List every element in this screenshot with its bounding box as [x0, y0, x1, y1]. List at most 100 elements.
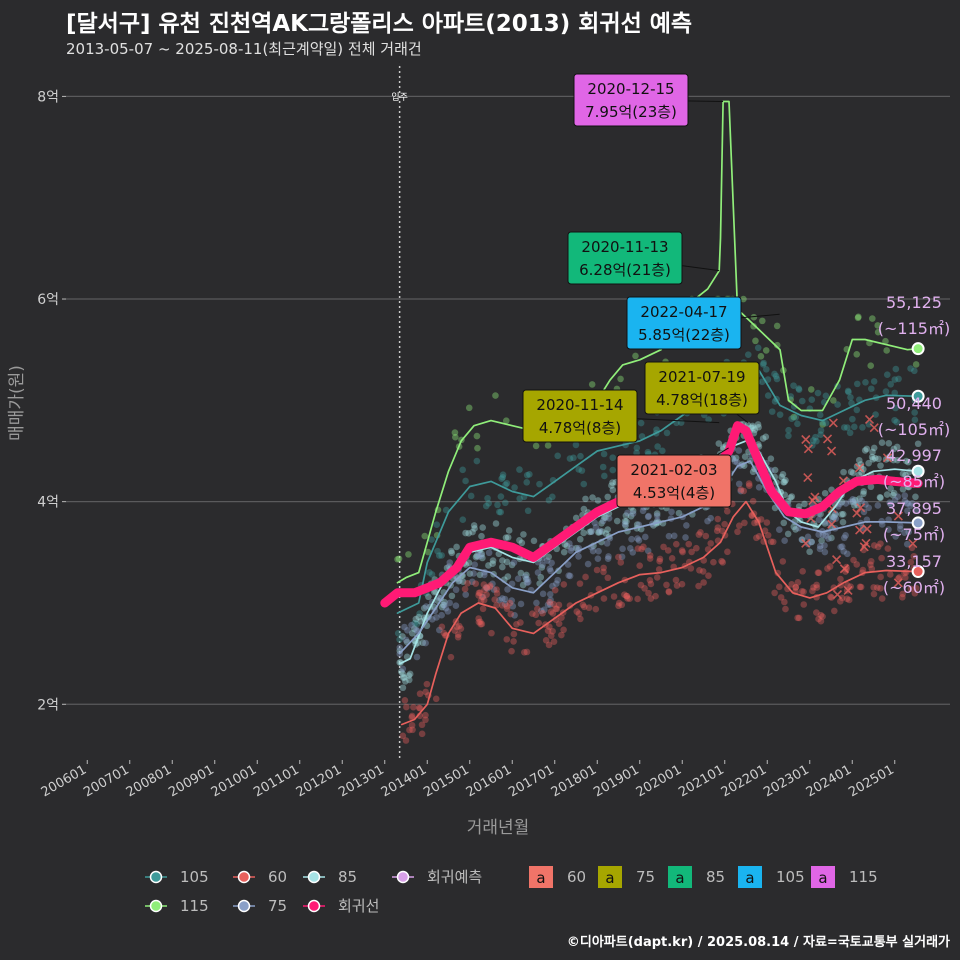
- transaction-point: [882, 337, 889, 345]
- legend-item-105: 105: [145, 868, 209, 886]
- transaction-point: [470, 522, 478, 529]
- transaction-point: [832, 511, 839, 518]
- annotation-date: 2021-02-03: [630, 461, 717, 479]
- transaction-point: [524, 578, 532, 586]
- transaction-point: [907, 558, 915, 566]
- transaction-point: [621, 520, 629, 528]
- transaction-point: [700, 579, 707, 586]
- transaction-point: [622, 512, 630, 519]
- transaction-point: [886, 571, 894, 578]
- transaction-point: [533, 599, 540, 607]
- transaction-point: [696, 567, 703, 574]
- transaction-point: [565, 572, 573, 579]
- transaction-point: [618, 601, 626, 609]
- transaction-point: [795, 503, 803, 510]
- transaction-point: [517, 619, 524, 626]
- transaction-point: [629, 549, 637, 556]
- transaction-point: [572, 514, 580, 522]
- transaction-point: [732, 454, 740, 462]
- transaction-point: [886, 499, 894, 507]
- transaction-point: [501, 595, 509, 603]
- legend-swatch-dot: [149, 899, 163, 913]
- transaction-point: [885, 526, 892, 533]
- legend-box-letter: a: [745, 869, 754, 887]
- transaction-point: [454, 633, 462, 641]
- transaction-point: [464, 579, 471, 587]
- transaction-point: [679, 548, 686, 556]
- transaction-point: [506, 599, 514, 607]
- transaction-point: [845, 388, 852, 396]
- transaction-point: [772, 372, 780, 380]
- transaction-point: [524, 575, 531, 583]
- transaction-point: [781, 478, 788, 486]
- transaction-point: [912, 361, 920, 368]
- transaction-point: [749, 497, 757, 505]
- transaction-point: [425, 593, 432, 601]
- transaction-point: [857, 461, 865, 468]
- transaction-point: [566, 540, 573, 547]
- transaction-point: [719, 559, 727, 566]
- transaction-point: [644, 513, 652, 521]
- annotation-date: 2020-12-15: [587, 80, 674, 98]
- transaction-point: [635, 537, 643, 544]
- transaction-point: [737, 486, 745, 493]
- transaction-point: [603, 540, 611, 547]
- transaction-point: [593, 566, 601, 574]
- x-tick-label: 201501: [421, 762, 471, 800]
- transaction-point: [523, 471, 531, 479]
- transaction-point: [473, 552, 481, 560]
- transaction-point: [532, 442, 540, 450]
- end-label-value: 42,997: [886, 446, 942, 465]
- transaction-point: [899, 590, 907, 598]
- forecast-point: [803, 473, 813, 483]
- chart-title: [달서구] 유천 진천역AK그랑폴리스 아파트(2013) 회귀선 예측: [66, 11, 693, 37]
- transaction-point: [672, 540, 680, 548]
- transaction-point: [853, 561, 861, 568]
- transaction-point: [483, 591, 490, 598]
- transaction-point: [601, 472, 608, 480]
- transaction-point: [484, 494, 491, 502]
- transaction-point: [453, 543, 460, 551]
- transaction-point: [563, 542, 571, 550]
- transaction-point: [735, 522, 743, 530]
- legend-item-75: 75: [233, 897, 287, 915]
- transaction-point: [518, 539, 526, 547]
- transaction-point: [588, 381, 596, 388]
- transaction-point: [471, 525, 478, 532]
- transaction-point: [549, 493, 556, 501]
- x-tick-label: 200701: [81, 762, 131, 800]
- transaction-point: [902, 574, 909, 581]
- transaction-point: [522, 573, 529, 581]
- transaction-point: [907, 365, 914, 372]
- transaction-point: [794, 614, 801, 622]
- transaction-point: [857, 583, 865, 591]
- transaction-point: [490, 586, 498, 593]
- transaction-point: [633, 449, 640, 457]
- transaction-point: [874, 322, 882, 329]
- transaction-point: [877, 540, 884, 547]
- transaction-point: [623, 518, 630, 525]
- transaction-point: [582, 495, 589, 503]
- transaction-point: [652, 592, 659, 600]
- transaction-point: [499, 557, 506, 564]
- transaction-point: [870, 590, 878, 598]
- transaction-point: [813, 584, 821, 591]
- transaction-point: [853, 380, 861, 388]
- annotation-2020-11-13: 2020-11-13 6.28억(21층): [567, 231, 720, 285]
- transaction-point: [820, 518, 828, 525]
- transaction-point: [501, 600, 509, 608]
- transaction-point: [510, 630, 518, 638]
- transaction-point: [792, 414, 800, 421]
- forecast-point: [832, 589, 843, 600]
- transaction-point: [415, 613, 423, 621]
- annotation-2020-12-15: 2020-12-15 7.95억(23층): [573, 73, 724, 127]
- x-tick-label: 201601: [464, 762, 514, 800]
- transaction-point: [534, 569, 542, 576]
- transaction-point: [461, 585, 469, 593]
- transaction-point: [868, 453, 876, 461]
- transaction-point: [815, 531, 822, 538]
- transaction-point: [401, 623, 408, 631]
- transaction-point: [891, 376, 899, 383]
- y-tick-label: 8억: [37, 89, 59, 105]
- transaction-point: [780, 478, 787, 486]
